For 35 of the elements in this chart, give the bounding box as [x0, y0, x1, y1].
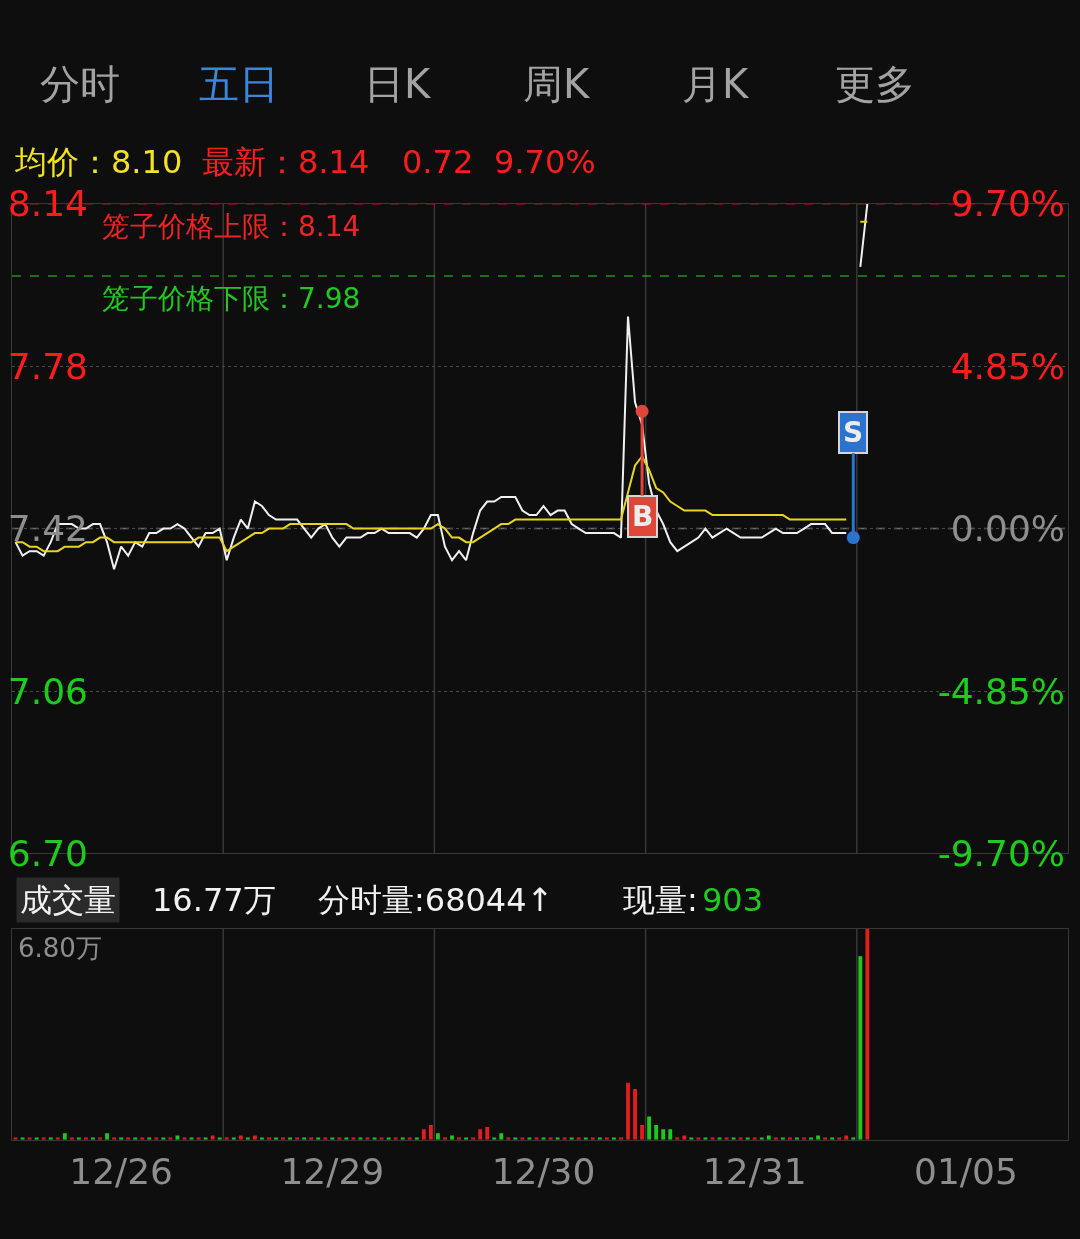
text: 周K [523, 61, 591, 107]
text: 903 [702, 881, 764, 919]
category-label: 12/30 [491, 1150, 596, 1192]
text: 9.70% [494, 143, 596, 181]
text: 现量: [623, 881, 698, 919]
y-tick-label: 8.14 [7, 183, 88, 225]
text: 月K [682, 61, 750, 107]
y2-tick-label: 4.85% [950, 345, 1065, 387]
y2-tick-label: 9.70% [950, 183, 1065, 225]
text: S [843, 416, 864, 449]
y-tick-label: 7.78 [7, 345, 88, 387]
text: 分时 [40, 61, 120, 107]
y2-tick-label: -4.85% [937, 670, 1065, 712]
y2-tick-label: 0.00% [950, 508, 1065, 550]
ref-line-label: 笼子价格上限：8.14 [102, 210, 361, 243]
text: 0.72 [402, 143, 474, 181]
text: 16.77万 [152, 881, 276, 919]
y-tick-label: 7.06 [7, 670, 88, 712]
category-label: 12/26 [69, 1150, 173, 1192]
category-label: 12/29 [280, 1150, 385, 1192]
y2-tick-label: -9.70% [937, 833, 1065, 875]
annotation: 6.80万 [18, 933, 102, 963]
text: 五日 [199, 61, 279, 107]
text: 分时量:68044↑ [318, 881, 554, 919]
text: B [632, 500, 654, 533]
text: 最新：8.14 [202, 143, 370, 181]
category-label: 12/31 [702, 1150, 807, 1192]
ref-line-label: 笼子价格下限：7.98 [102, 282, 361, 315]
text: 成交量 [20, 881, 116, 919]
text: 均价：8.10 [14, 143, 183, 181]
text: 日K [364, 61, 432, 107]
category-label: 01/05 [914, 1150, 1018, 1192]
y-tick-label: 6.70 [7, 833, 88, 875]
y-tick-label: 7.42 [7, 508, 88, 550]
text: 更多 [835, 61, 915, 107]
